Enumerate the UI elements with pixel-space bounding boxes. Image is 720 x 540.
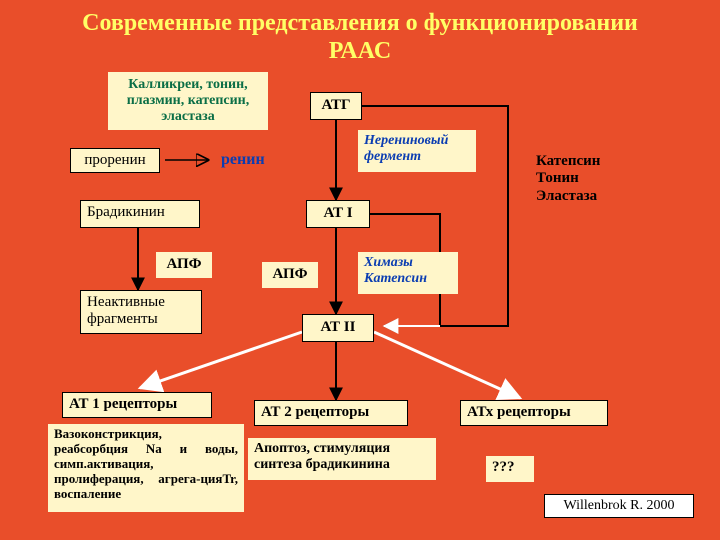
box-cathepsin_right: Катепсин Тонин Эластаза	[530, 150, 630, 210]
box-apf_left: АПФ	[156, 252, 212, 278]
box-at2: АТ II	[302, 314, 374, 342]
box-at2r_text: Апоптоз, стимуляция синтеза брадикинина	[248, 438, 436, 480]
box-atg: АТГ	[310, 92, 362, 120]
box-citation: Willenbrok R. 2000	[544, 494, 694, 518]
arrow-at2-to-at1r	[140, 332, 302, 388]
box-chymase: Химазы Катепсин	[358, 252, 458, 294]
box-atxr: АТх рецепторы	[460, 400, 608, 426]
arrow-at2-to-atxr	[374, 332, 520, 398]
box-at1r_text: Вазоконстрикция, реабсорбция Na и воды, …	[48, 424, 244, 512]
diagram-stage: Современные представления о функциониров…	[0, 0, 720, 540]
box-at2r: АТ 2 рецепторы	[254, 400, 408, 426]
box-at1r: АТ 1 рецепторы	[62, 392, 212, 418]
box-apf_mid: АПФ	[262, 262, 318, 288]
box-at1: АТ I	[306, 200, 370, 228]
box-bradykinin: Брадикинин	[80, 200, 200, 228]
box-renin: ренин	[215, 148, 275, 172]
box-prorenin: проренин	[70, 148, 160, 173]
box-nonrenin: Нерениновый фермент	[358, 130, 476, 172]
box-atxr_text: ???	[486, 456, 534, 482]
box-kallikrein: Калликреи, тонин, плазмин, катепсин, эла…	[108, 72, 268, 130]
box-inactive: Неактивные фрагменты	[80, 290, 202, 334]
page-title: Современные представления о функциониров…	[80, 10, 640, 65]
